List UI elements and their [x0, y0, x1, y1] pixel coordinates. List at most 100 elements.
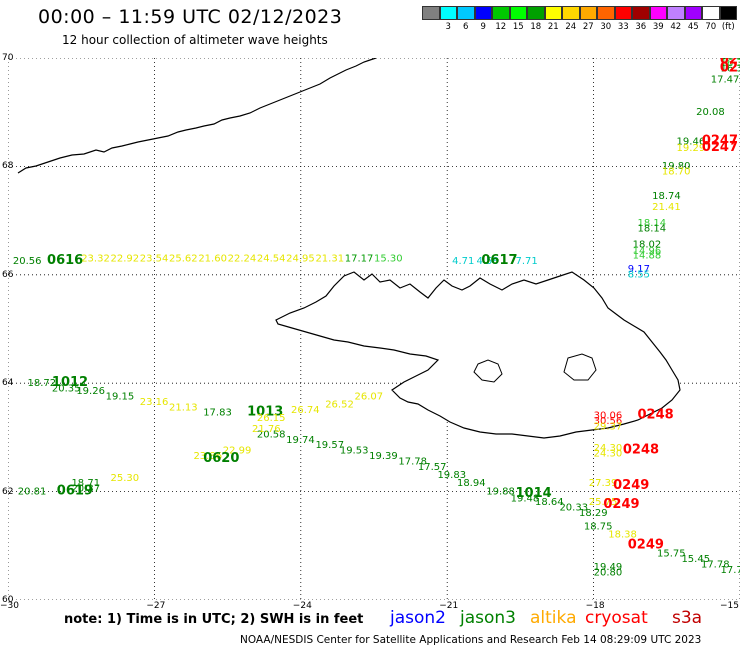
- wave-height-label: 15.45: [681, 554, 710, 565]
- wave-height-label: 18.64: [535, 497, 564, 508]
- wave-height-label: 18.94: [457, 478, 486, 489]
- iceland-landmass: [275, 271, 681, 439]
- wave-height-label: 20.58: [257, 429, 286, 440]
- colorbar-label: 42: [670, 22, 682, 32]
- wave-height-label: 25.75: [589, 497, 618, 508]
- wave-height-label: 25.30: [110, 473, 139, 484]
- pass-time-label: 0620: [203, 451, 239, 466]
- colorbar-cell: [684, 6, 702, 20]
- wave-height-label: 23.32: [81, 253, 110, 264]
- wave-height-label: 21.76: [252, 424, 281, 435]
- latitude-tick-label: 60: [2, 595, 14, 605]
- wave-height-label: 21.60: [198, 253, 227, 264]
- colorbar-cell: [474, 6, 492, 20]
- pass-time-label: 02: [720, 61, 738, 76]
- latitude-tick-label: 62: [2, 486, 14, 497]
- wave-height-label: 19.26: [76, 386, 105, 397]
- colorbar-label: 36: [635, 22, 647, 32]
- legend-entry-altika: altika: [530, 608, 577, 628]
- wave-height-label: 18.02: [633, 240, 662, 251]
- wave-height-label: 21.31: [315, 253, 344, 264]
- wave-height-label: 18.75: [584, 522, 613, 533]
- wave-height-label: 19.88: [486, 486, 515, 497]
- wave-height-label: 22.99: [223, 446, 252, 457]
- wave-height-label: 18.74: [652, 191, 681, 202]
- wave-height-label: 15.30: [374, 253, 403, 264]
- colorbar-cell: [719, 6, 737, 20]
- wave-height-label: 21.41: [652, 202, 681, 213]
- wave-height-label: 26.74: [291, 405, 320, 416]
- pass-time-label: 1012: [52, 375, 88, 390]
- wave-height-label: 22.24: [228, 253, 257, 264]
- latitude-tick-label: 70: [2, 53, 14, 63]
- wave-height-label: 19.48: [511, 493, 540, 504]
- colorbar: [422, 6, 737, 20]
- wave-height-label: 7.71: [516, 256, 538, 267]
- wave-height-label: 30.56: [594, 416, 623, 427]
- longitude-tick-label: −30: [0, 601, 19, 611]
- colorbar-cell: [579, 6, 597, 20]
- colorbar-label: 45: [687, 22, 699, 32]
- wave-height-label: 17.17: [345, 253, 374, 264]
- longitude-tick-label: −18: [585, 601, 605, 611]
- latitude-tick-label: 64: [2, 378, 14, 389]
- pass-time-label: 0248: [623, 443, 659, 458]
- legend-entry-jason3: jason3: [460, 608, 516, 628]
- latitude-tick-label: 66: [2, 269, 14, 280]
- colorbar-cell: [422, 6, 440, 20]
- wave-height-label: 19.83: [437, 470, 466, 481]
- colorbar-cell: [632, 6, 650, 20]
- colorbar-label: 3: [445, 22, 451, 32]
- colorbar-cell: [509, 6, 527, 20]
- wave-height-label: 22.92: [110, 253, 139, 264]
- colorbar-label: 15: [512, 22, 524, 32]
- wave-height-label: 18.70: [662, 167, 691, 178]
- wave-height-label: 24.95: [286, 253, 315, 264]
- wave-height-label: 19.15: [106, 391, 135, 402]
- wave-height-label: 8.55: [628, 270, 650, 281]
- colorbar-label: 30: [600, 22, 612, 32]
- wave-height-label: 16.55: [720, 58, 740, 62]
- colorbar-label: (ft): [721, 22, 735, 32]
- wave-height-label: 16.34: [720, 58, 740, 69]
- wave-height-label: 17.57: [418, 462, 447, 473]
- wave-height-label: 20.08: [696, 107, 725, 118]
- wave-height-label: 24.30: [594, 448, 623, 459]
- colorbar-cell: [597, 6, 615, 20]
- colorbar-label: 18: [530, 22, 542, 32]
- iceland-glacier: [563, 353, 597, 381]
- wave-height-label: 19.29: [677, 143, 706, 154]
- legend-entry-jason2: jason2: [390, 608, 446, 628]
- wave-height-label: 14.88: [633, 251, 662, 262]
- wave-height-label: 18.14: [638, 218, 667, 229]
- pass-time-label: 0248: [638, 407, 674, 422]
- wave-height-label: 23.86: [193, 451, 222, 462]
- pass-time-label: 02: [720, 58, 738, 67]
- map-title: 00:00 – 11:59 UTC 02/12/2023: [38, 6, 343, 28]
- colorbar-label: 21: [547, 22, 559, 32]
- colorbar-cell: [457, 6, 475, 20]
- pass-time-label: 0249: [628, 538, 664, 553]
- wave-height-label: 29.37: [594, 421, 623, 432]
- colorbar-label: 12: [495, 22, 507, 32]
- colorbar-cell: [492, 6, 510, 20]
- colorbar-cell: [527, 6, 545, 20]
- wave-height-label: 19.74: [286, 435, 315, 446]
- colorbar-cell: [614, 6, 632, 20]
- wave-height-label: 19.53: [340, 446, 369, 457]
- colorbar-label: 70: [705, 22, 717, 32]
- colorbar-cell: [562, 6, 580, 20]
- wave-height-label: 19.57: [315, 440, 344, 451]
- colorbar-labels: 3 6 9 12 15 18 21 24 27 30 33 36 39 42 45 70 (ft): [422, 22, 740, 34]
- longitude-tick-label: −27: [146, 601, 166, 611]
- wave-height-label: 19.39: [369, 451, 398, 462]
- wave-height-label: 20.81: [18, 486, 47, 497]
- wave-height-label: 24.54: [257, 253, 286, 264]
- wave-height-label: 20.35: [52, 383, 81, 394]
- wave-height-label: 17.78: [398, 457, 427, 468]
- map-subtitle: 12 hour collection of altimeter wave hei…: [62, 33, 328, 47]
- wave-height-label: 23.16: [140, 397, 169, 408]
- wave-height-label: 23.54: [140, 253, 169, 264]
- latitude-tick-label: 68: [2, 161, 14, 172]
